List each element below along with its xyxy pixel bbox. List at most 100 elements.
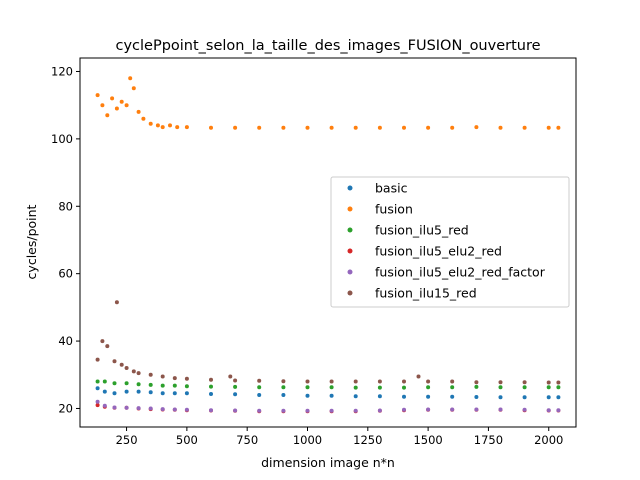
data-point-basic [450, 394, 455, 399]
data-point-fusion-ilu5-red [498, 385, 503, 390]
data-point-fusion-ilu15-red [498, 380, 503, 385]
y-tick-label: 20 [58, 401, 73, 415]
data-point-fusion [136, 109, 141, 114]
legend-marker [347, 206, 353, 212]
legend-label: fusion_ilu15_red [375, 286, 477, 301]
data-point-fusion-ilu15-red [119, 362, 124, 367]
y-tick-label: 80 [58, 199, 73, 213]
data-point-basic [522, 395, 527, 400]
data-point-fusion [281, 125, 286, 130]
data-point-fusion-ilu5-elu2-red-factor [498, 407, 503, 412]
data-point-basic [184, 391, 189, 396]
data-point-basic [172, 391, 177, 396]
data-point-basic [377, 394, 382, 399]
data-point-fusion-ilu5-elu2-red-factor [305, 408, 310, 413]
data-point-fusion-ilu5-elu2-red-factor [257, 408, 262, 413]
data-point-fusion-ilu15-red [426, 379, 431, 384]
data-point-fusion-ilu5-elu2-red-factor [556, 408, 561, 413]
legend-label: fusion_ilu5_elu2_red_factor [375, 265, 546, 280]
data-point-fusion-ilu15-red [546, 380, 551, 385]
data-point-fusion [184, 125, 189, 130]
data-point-basic [474, 395, 479, 399]
data-point-fusion [160, 125, 165, 130]
data-point-fusion-ilu5-elu2-red [95, 403, 100, 408]
data-point-fusion-ilu5-red [112, 381, 117, 386]
data-point-fusion-ilu15-red [160, 374, 165, 379]
legend-marker [347, 248, 353, 254]
y-axis: 20 40 60 80 100 120 [51, 64, 80, 415]
data-point-fusion [556, 125, 561, 130]
data-point-fusion [105, 113, 110, 118]
data-point-basic [556, 395, 561, 400]
data-point-fusion-ilu15-red [131, 369, 136, 374]
x-axis-label: dimension image n*n [261, 455, 395, 470]
y-tick-label: 100 [51, 132, 73, 146]
data-point-fusion [233, 125, 238, 130]
data-point-fusion [124, 103, 129, 108]
data-point-fusion-ilu15-red [136, 371, 141, 376]
x-tick-label: 1250 [353, 433, 382, 447]
data-point-fusion [426, 125, 431, 130]
data-point-fusion-ilu5-red [474, 384, 479, 389]
data-point-fusion-ilu5-red [546, 385, 551, 390]
data-point-fusion [114, 106, 119, 111]
data-point-fusion-ilu15-red [556, 380, 561, 385]
data-point-fusion [141, 116, 146, 121]
data-point-fusion-ilu5-red [136, 382, 141, 387]
data-point-fusion-ilu5-red [124, 381, 129, 386]
data-point-fusion-ilu5-elu2-red-factor [402, 407, 406, 412]
data-point-fusion [155, 123, 160, 128]
data-point-basic [426, 394, 431, 399]
data-point-fusion-ilu15-red [329, 379, 334, 384]
x-axis: 250 500 750 1000 1250 1500 1750 2000 [116, 427, 563, 447]
legend-items: basic fusion fusion_ilu5_red fusion_ilu5_el… [347, 181, 546, 301]
data-point-fusion-ilu15-red [402, 379, 406, 384]
legend-label: basic [375, 181, 408, 196]
data-point-fusion-ilu5-elu2-red-factor [233, 408, 238, 413]
legend-box [330, 176, 570, 308]
legend-marker [347, 269, 353, 275]
data-point-fusion-ilu15-red [124, 366, 129, 370]
data-point-basic [102, 389, 107, 394]
data-point-fusion-ilu5-red [353, 385, 358, 390]
data-point-fusion-ilu5-red [160, 383, 165, 388]
data-point-fusion-ilu5-elu2-red-factor [148, 406, 153, 411]
data-point-fusion-ilu15-red [112, 359, 117, 364]
data-point-fusion-ilu15-red [522, 380, 527, 385]
data-point-fusion-ilu5-red [233, 384, 238, 389]
data-point-fusion-ilu5-elu2-red-factor [160, 407, 165, 412]
data-point-fusion-ilu15-red [377, 379, 382, 384]
data-point-fusion-ilu5-elu2-red-factor [124, 405, 129, 410]
data-point-fusion [168, 123, 172, 128]
x-tick-label: 1750 [474, 433, 503, 447]
data-point-fusion-ilu15-red [172, 376, 177, 381]
data-point-basic [281, 393, 286, 397]
data-point-fusion [131, 86, 136, 91]
data-point-fusion-ilu15-red [184, 376, 189, 381]
data-point-fusion [377, 125, 382, 130]
data-point-fusion-ilu5-elu2-red-factor [102, 403, 107, 408]
data-point-fusion-ilu15-red [450, 379, 455, 384]
data-point-fusion-ilu15-red [100, 339, 105, 344]
legend-marker [347, 290, 353, 296]
data-point-fusion-ilu5-red [426, 385, 431, 390]
data-point-fusion-ilu5-red [95, 379, 100, 384]
x-tick-label: 2000 [534, 433, 563, 447]
data-point-basic [498, 395, 503, 400]
data-point-fusion-ilu5-elu2-red-factor [172, 407, 177, 412]
y-tick-label: 120 [51, 64, 73, 78]
data-point-fusion-ilu5-elu2-red-factor [353, 408, 358, 413]
data-point-fusion-ilu5-elu2-red-factor [474, 407, 479, 412]
data-point-fusion [95, 93, 100, 98]
data-point-fusion [100, 103, 105, 108]
data-point-fusion-ilu5-elu2-red-factor [184, 407, 189, 412]
data-point-fusion-ilu5-red [305, 385, 310, 390]
chart-title: cyclePpoint_selon_la_taille_des_images_F… [115, 38, 540, 54]
data-point-basic [402, 394, 406, 399]
y-tick-label: 40 [58, 334, 73, 348]
data-point-fusion-ilu15-red [95, 357, 100, 362]
x-tick-label: 500 [176, 433, 198, 447]
data-point-fusion-ilu15-red [353, 379, 358, 384]
data-point-basic [209, 392, 213, 396]
